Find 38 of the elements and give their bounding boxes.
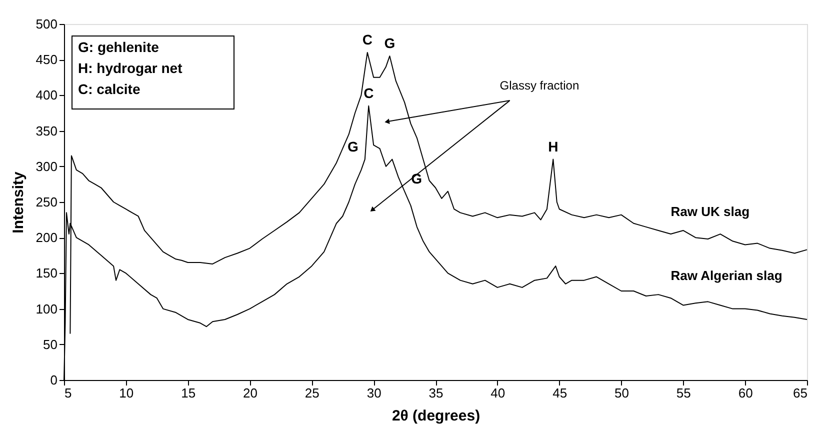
annotation: G <box>411 170 422 186</box>
annotation: H <box>548 138 558 154</box>
x-tick-label: 50 <box>614 386 629 400</box>
x-tick-label: 25 <box>304 386 320 400</box>
y-tick-label: 300 <box>36 158 58 174</box>
y-tick-label: 50 <box>43 336 58 352</box>
y-tick-label: 150 <box>36 266 58 281</box>
annotation: H: hydrogar net <box>78 60 183 76</box>
x-tick-label: 30 <box>366 386 382 400</box>
x-tick-label: 10 <box>119 386 134 400</box>
annotation: Glassy fraction <box>500 78 580 93</box>
annotation: G <box>347 138 358 154</box>
x-axis-title: 2θ (degrees) <box>392 408 480 424</box>
x-tick-label: 60 <box>738 386 753 400</box>
x-tick-label: 35 <box>428 386 444 400</box>
x-tick-label: 15 <box>181 386 196 400</box>
y-tick-label: 350 <box>36 123 58 138</box>
x-tick-label: 20 <box>243 386 258 400</box>
y-tick-label: 400 <box>36 88 58 103</box>
annotation: C <box>362 31 372 48</box>
x-tick-label: 5 <box>64 386 72 400</box>
x-tick-label: 40 <box>490 386 506 400</box>
y-tick-label: 250 <box>36 194 58 210</box>
y-tick-label: 100 <box>36 301 58 316</box>
series-label: Raw UK slag <box>670 204 750 220</box>
y-tick-label: 500 <box>36 16 58 32</box>
annotation: C: calcite <box>78 81 140 97</box>
y-tick-label: 0 <box>50 372 58 388</box>
x-tick-label: 65 <box>793 386 808 400</box>
x-tick-label: 45 <box>552 386 568 400</box>
annotation: G <box>384 35 396 52</box>
y-tick-label: 450 <box>36 52 58 68</box>
x-tick-label: 55 <box>676 386 691 400</box>
y-axis-title: Intensity <box>10 171 27 234</box>
series-label: Raw Algerian slag <box>670 268 782 284</box>
annotation: C <box>364 84 374 101</box>
annotation: G: gehlenite <box>78 39 160 55</box>
y-tick-label: 200 <box>36 230 58 246</box>
